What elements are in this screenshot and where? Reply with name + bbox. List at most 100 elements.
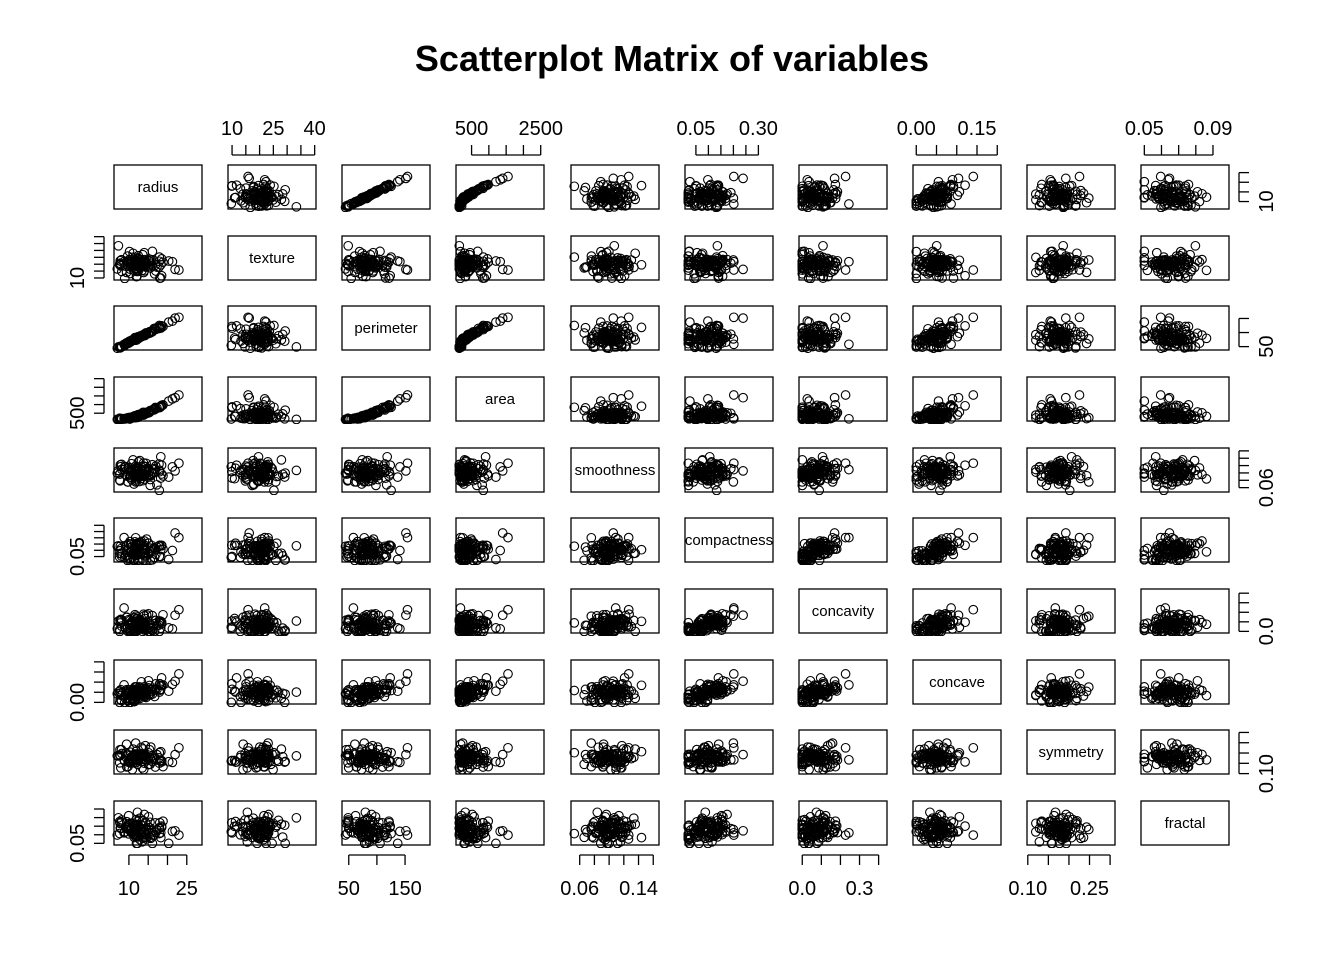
point-cloud bbox=[1139, 451, 1212, 495]
data-point bbox=[945, 401, 956, 412]
data-point bbox=[948, 273, 959, 283]
data-point bbox=[251, 200, 261, 211]
data-point bbox=[231, 321, 242, 331]
data-point bbox=[139, 409, 149, 420]
data-point bbox=[241, 189, 252, 199]
panel-area-vs-concavity bbox=[797, 376, 888, 424]
data-point bbox=[923, 268, 933, 279]
data-point bbox=[829, 264, 840, 275]
data-point bbox=[697, 192, 707, 203]
data-point bbox=[940, 328, 951, 339]
data-point bbox=[1161, 407, 1171, 418]
data-point bbox=[495, 316, 506, 326]
data-point bbox=[242, 190, 253, 200]
data-point bbox=[250, 458, 261, 468]
data-point bbox=[813, 465, 823, 475]
data-point bbox=[586, 255, 597, 265]
data-point bbox=[713, 321, 724, 331]
data-point bbox=[243, 171, 253, 182]
data-point bbox=[797, 480, 808, 491]
data-point bbox=[608, 313, 619, 323]
panel-frame bbox=[341, 305, 431, 351]
data-point bbox=[1061, 331, 1072, 342]
data-point bbox=[143, 463, 154, 474]
panel-radius-vs-perimeter bbox=[340, 164, 431, 212]
data-point bbox=[113, 240, 124, 251]
data-point bbox=[928, 202, 939, 212]
data-point bbox=[591, 329, 602, 340]
data-point bbox=[968, 458, 979, 469]
panel-perimeter-vs-texture bbox=[226, 305, 317, 353]
data-point bbox=[1058, 240, 1069, 251]
data-point bbox=[728, 458, 739, 469]
data-point bbox=[1066, 451, 1077, 462]
data-point bbox=[380, 273, 391, 283]
data-point bbox=[244, 392, 255, 403]
data-point bbox=[707, 256, 718, 267]
data-point bbox=[797, 263, 808, 273]
data-point bbox=[928, 474, 939, 485]
data-point bbox=[231, 460, 242, 471]
data-point bbox=[481, 460, 492, 471]
data-point bbox=[1081, 470, 1092, 481]
data-point bbox=[156, 270, 167, 281]
data-point bbox=[143, 407, 154, 418]
data-point bbox=[952, 410, 963, 420]
data-point bbox=[260, 195, 270, 206]
data-point bbox=[1142, 409, 1153, 419]
data-point bbox=[386, 252, 396, 262]
data-point bbox=[1063, 342, 1073, 352]
data-point bbox=[689, 268, 700, 279]
data-point bbox=[684, 469, 695, 480]
data-point bbox=[815, 460, 826, 471]
data-point bbox=[132, 333, 143, 344]
data-point bbox=[1074, 390, 1085, 400]
data-point bbox=[683, 251, 694, 261]
data-point bbox=[597, 192, 607, 202]
data-point bbox=[116, 414, 127, 424]
data-point bbox=[1036, 464, 1046, 475]
data-point bbox=[1058, 202, 1069, 212]
data-point bbox=[355, 195, 365, 206]
data-point bbox=[1147, 191, 1157, 201]
data-point bbox=[454, 343, 465, 353]
data-point bbox=[683, 338, 694, 349]
data-point bbox=[728, 412, 739, 423]
data-point bbox=[368, 266, 379, 276]
data-point bbox=[922, 188, 933, 199]
data-point bbox=[1034, 341, 1045, 352]
point-cloud bbox=[683, 171, 748, 212]
data-point bbox=[728, 193, 739, 203]
data-point bbox=[1049, 255, 1060, 266]
data-point bbox=[615, 410, 626, 421]
point-cloud bbox=[1030, 390, 1094, 424]
panel-frame bbox=[1026, 164, 1116, 210]
panel-texture-vs-smoothness bbox=[569, 235, 660, 283]
data-point bbox=[615, 253, 626, 264]
panel-radius-vs-concave bbox=[911, 164, 1002, 212]
data-point bbox=[615, 333, 626, 344]
data-point bbox=[1071, 200, 1081, 211]
data-point bbox=[1034, 409, 1045, 419]
data-point bbox=[802, 469, 812, 480]
data-point bbox=[238, 329, 248, 340]
data-point bbox=[912, 334, 923, 345]
data-point bbox=[822, 410, 833, 421]
data-point bbox=[1171, 321, 1182, 331]
data-point bbox=[291, 414, 302, 424]
data-point bbox=[579, 328, 590, 338]
data-point bbox=[139, 474, 149, 484]
data-point bbox=[139, 329, 149, 340]
data-point bbox=[936, 256, 947, 267]
panel-texture-vs-perimeter bbox=[340, 235, 431, 283]
data-point bbox=[1030, 464, 1041, 475]
data-point bbox=[373, 474, 383, 485]
data-point bbox=[704, 451, 715, 462]
data-point bbox=[712, 476, 723, 487]
point-cloud bbox=[454, 240, 513, 283]
data-point bbox=[1074, 171, 1085, 182]
data-point bbox=[802, 410, 812, 421]
data-point bbox=[738, 264, 748, 275]
data-point bbox=[953, 173, 964, 184]
data-point bbox=[926, 200, 936, 210]
